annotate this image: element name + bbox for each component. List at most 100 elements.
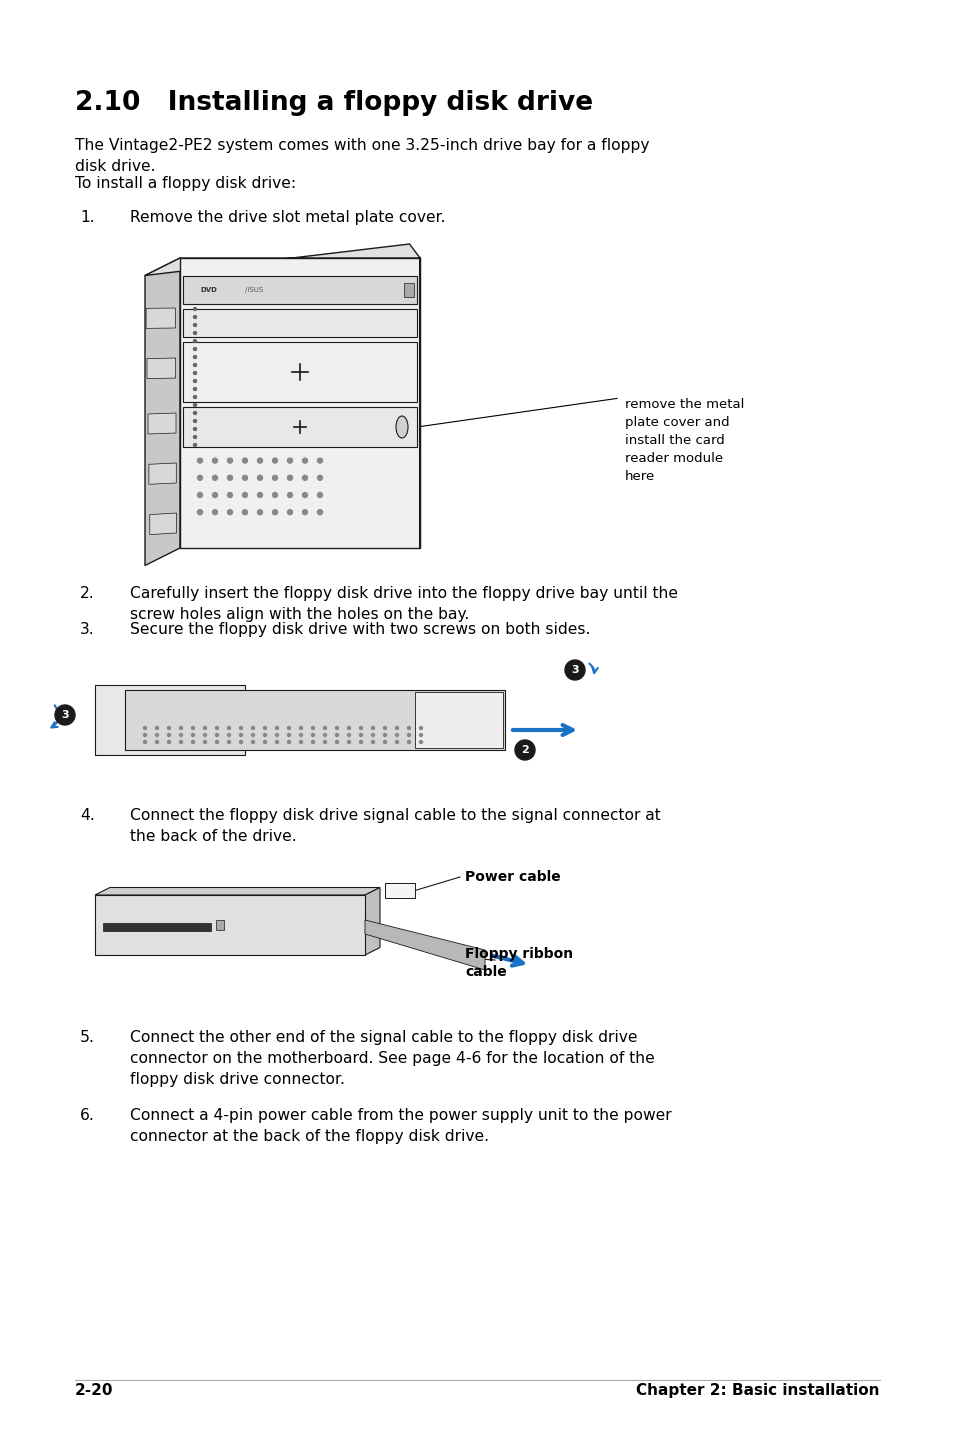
Circle shape	[193, 315, 196, 318]
Circle shape	[193, 332, 196, 335]
Circle shape	[239, 741, 242, 743]
Circle shape	[287, 726, 291, 729]
Circle shape	[193, 355, 196, 358]
Circle shape	[193, 420, 196, 423]
Circle shape	[168, 726, 171, 729]
Circle shape	[419, 741, 422, 743]
Circle shape	[227, 741, 231, 743]
Text: Remove the drive slot metal plate cover.: Remove the drive slot metal plate cover.	[130, 210, 445, 224]
Circle shape	[383, 733, 386, 736]
Circle shape	[273, 476, 277, 480]
Circle shape	[197, 459, 202, 463]
Text: Connect the other end of the signal cable to the floppy disk drive
connector on : Connect the other end of the signal cabl…	[130, 1030, 654, 1087]
Text: Connect the floppy disk drive signal cable to the signal connector at
the back o: Connect the floppy disk drive signal cab…	[130, 808, 660, 844]
Circle shape	[215, 741, 218, 743]
Circle shape	[193, 324, 196, 326]
Circle shape	[407, 726, 410, 729]
Text: 3: 3	[571, 664, 578, 674]
Polygon shape	[95, 887, 379, 894]
Circle shape	[347, 733, 350, 736]
Circle shape	[203, 726, 206, 729]
Circle shape	[168, 741, 171, 743]
Circle shape	[242, 509, 247, 515]
Text: Connect a 4-pin power cable from the power supply unit to the power
connector at: Connect a 4-pin power cable from the pow…	[130, 1109, 671, 1145]
Circle shape	[317, 476, 322, 480]
Polygon shape	[145, 244, 419, 276]
Polygon shape	[145, 257, 180, 565]
Circle shape	[263, 733, 266, 736]
Circle shape	[287, 733, 291, 736]
Circle shape	[263, 726, 266, 729]
Circle shape	[143, 741, 147, 743]
Text: 4.: 4.	[80, 808, 94, 823]
Circle shape	[359, 733, 362, 736]
Circle shape	[317, 509, 322, 515]
Polygon shape	[147, 358, 175, 378]
Circle shape	[55, 705, 75, 725]
Text: /ISUS: /ISUS	[245, 288, 263, 293]
Polygon shape	[365, 920, 484, 971]
Text: 5.: 5.	[80, 1030, 94, 1045]
Circle shape	[239, 733, 242, 736]
Circle shape	[227, 733, 231, 736]
Text: Carefully insert the floppy disk drive into the floppy drive bay until the
screw: Carefully insert the floppy disk drive i…	[130, 587, 678, 623]
Text: Chapter 2: Basic installation: Chapter 2: Basic installation	[636, 1383, 879, 1398]
Circle shape	[179, 741, 182, 743]
Polygon shape	[183, 407, 416, 447]
Circle shape	[203, 741, 206, 743]
Polygon shape	[150, 513, 176, 535]
Circle shape	[227, 509, 233, 515]
Text: 6.: 6.	[80, 1109, 94, 1123]
Polygon shape	[183, 276, 416, 303]
Polygon shape	[365, 887, 379, 955]
Circle shape	[257, 476, 262, 480]
Circle shape	[242, 476, 247, 480]
Polygon shape	[149, 463, 176, 485]
Circle shape	[302, 492, 307, 498]
Circle shape	[242, 459, 247, 463]
Circle shape	[193, 387, 196, 391]
Circle shape	[192, 726, 194, 729]
Circle shape	[299, 741, 302, 743]
Circle shape	[323, 726, 326, 729]
Circle shape	[252, 733, 254, 736]
Circle shape	[275, 733, 278, 736]
Circle shape	[419, 733, 422, 736]
Circle shape	[192, 741, 194, 743]
Circle shape	[193, 308, 196, 311]
Text: Floppy ribbon
cable: Floppy ribbon cable	[464, 946, 573, 979]
Circle shape	[257, 459, 262, 463]
Circle shape	[383, 726, 386, 729]
Circle shape	[302, 459, 307, 463]
Circle shape	[287, 492, 293, 498]
Circle shape	[143, 733, 147, 736]
Circle shape	[359, 726, 362, 729]
Circle shape	[564, 660, 584, 680]
Polygon shape	[183, 309, 416, 336]
Circle shape	[371, 726, 375, 729]
Bar	[403, 283, 414, 298]
Circle shape	[312, 741, 314, 743]
Circle shape	[335, 726, 338, 729]
Circle shape	[347, 741, 350, 743]
Circle shape	[155, 726, 158, 729]
Bar	[385, 883, 415, 897]
Circle shape	[227, 726, 231, 729]
Circle shape	[252, 741, 254, 743]
Circle shape	[371, 733, 375, 736]
Circle shape	[317, 492, 322, 498]
Circle shape	[227, 459, 233, 463]
Circle shape	[197, 509, 202, 515]
Circle shape	[323, 733, 326, 736]
Circle shape	[317, 459, 322, 463]
Circle shape	[193, 411, 196, 414]
Circle shape	[155, 733, 158, 736]
Circle shape	[395, 726, 398, 729]
Polygon shape	[125, 690, 504, 751]
Circle shape	[257, 492, 262, 498]
Circle shape	[242, 492, 247, 498]
Circle shape	[312, 726, 314, 729]
Text: DVD: DVD	[200, 288, 216, 293]
Circle shape	[335, 741, 338, 743]
Circle shape	[227, 492, 233, 498]
